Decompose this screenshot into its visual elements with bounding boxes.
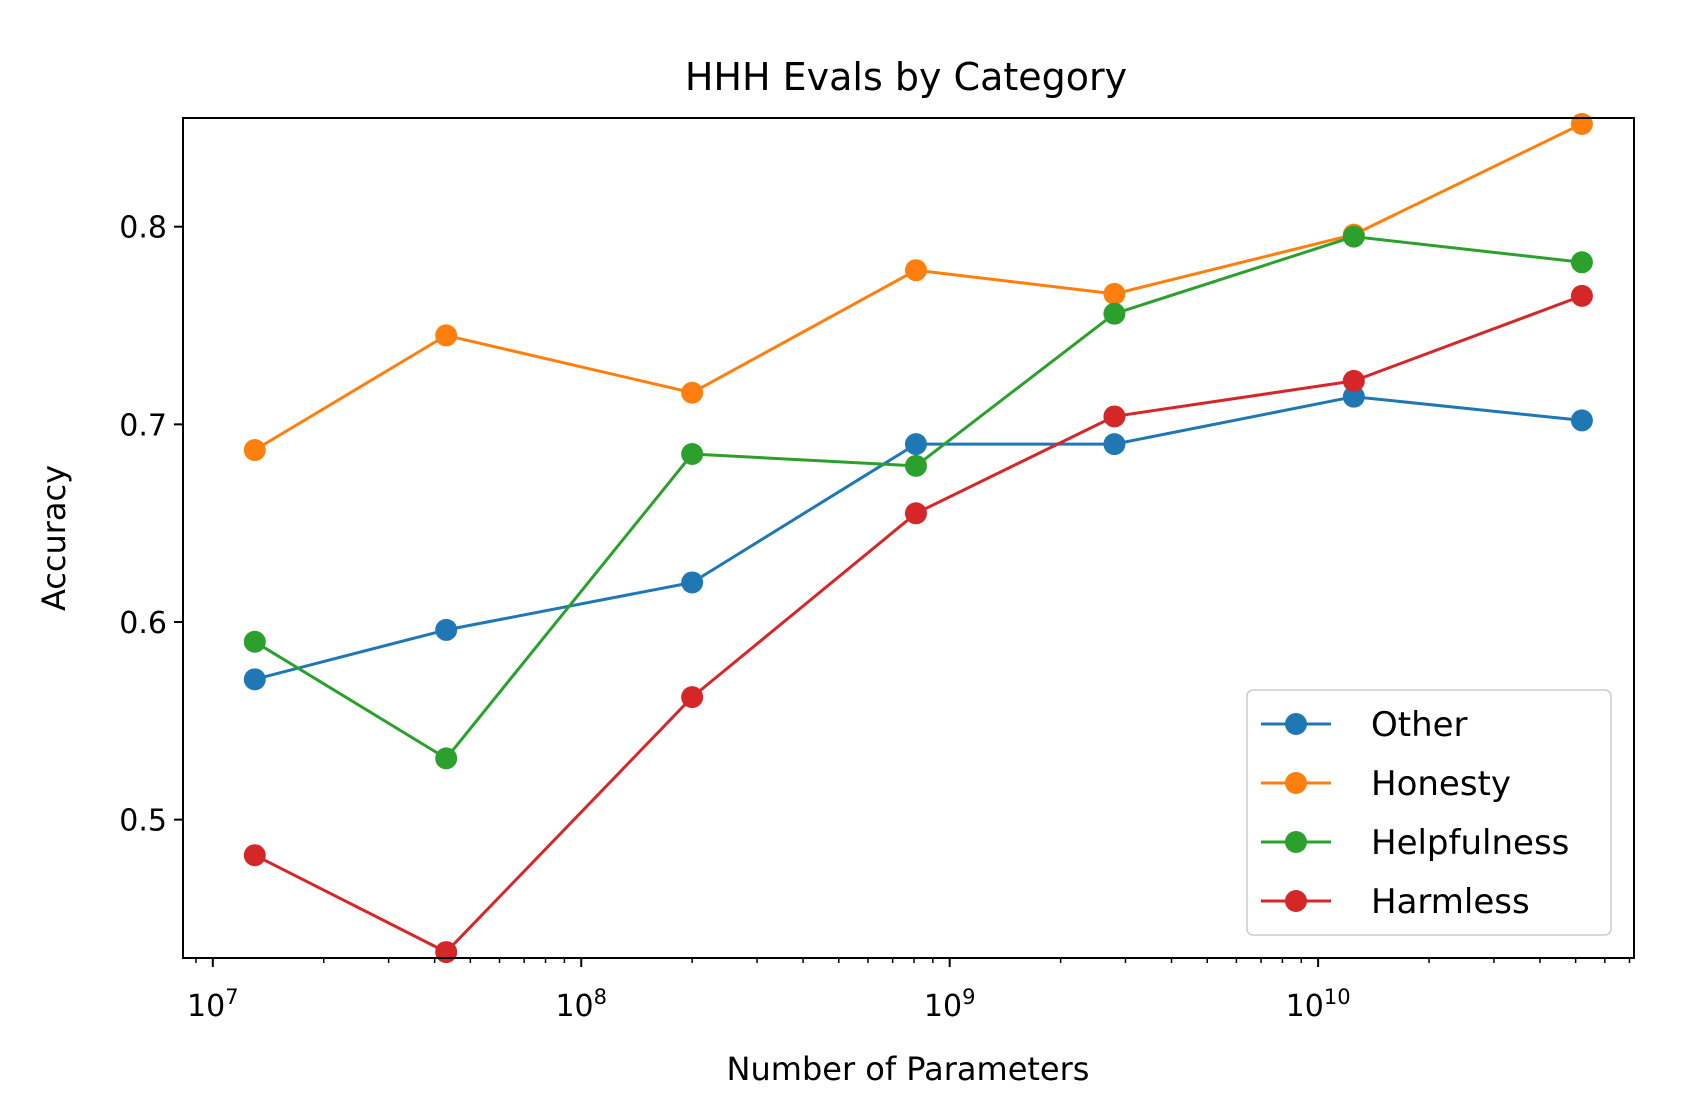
data-point <box>243 630 266 653</box>
data-point <box>904 259 927 282</box>
y-tick-label: 0.5 <box>119 804 167 839</box>
plot-area <box>243 112 1593 964</box>
data-point <box>1342 369 1365 392</box>
data-point <box>1570 409 1593 432</box>
y-tick-label: 0.7 <box>119 408 167 443</box>
data-point <box>681 381 704 404</box>
data-point <box>243 668 266 691</box>
data-point <box>1570 284 1593 307</box>
x-tick-label: 109 <box>924 985 976 1024</box>
x-tick-label: 107 <box>187 985 239 1024</box>
y-tick-label: 0.8 <box>119 211 167 246</box>
legend-box <box>1246 689 1612 936</box>
legend-marker <box>1285 831 1307 853</box>
data-point <box>435 941 458 964</box>
chart-title: HHH Evals by Category <box>685 55 1127 99</box>
legend-label: Harmless <box>1371 882 1530 922</box>
axes: 0.5 0.6 0.7 0.8 107 108 109 1010 <box>119 211 1631 1024</box>
data-point <box>1570 112 1593 135</box>
data-point <box>904 454 927 477</box>
data-point <box>681 686 704 709</box>
data-point <box>243 439 266 462</box>
legend-label: Other <box>1371 705 1468 745</box>
data-point <box>435 747 458 770</box>
data-point <box>904 502 927 525</box>
legend-label: Honesty <box>1371 764 1511 804</box>
data-point <box>681 443 704 465</box>
y-tick-label: 0.6 <box>119 606 167 641</box>
legend: Other Honesty Helpfulness Harmless <box>1246 689 1612 936</box>
x-tick-label: 108 <box>555 985 607 1024</box>
data-point <box>1103 302 1126 325</box>
axes-frame <box>182 117 1635 959</box>
data-point <box>1570 251 1593 274</box>
data-point <box>243 844 266 867</box>
data-point <box>1342 385 1365 408</box>
x-tick-label: 1010 <box>1286 985 1351 1024</box>
y-axis-label: Accuracy <box>35 465 73 611</box>
data-point <box>1342 225 1365 248</box>
data-point <box>904 433 927 456</box>
legend-marker <box>1285 772 1307 794</box>
data-point <box>681 571 704 594</box>
data-point <box>1103 282 1126 305</box>
legend-marker <box>1285 713 1307 735</box>
legend-marker <box>1285 890 1307 912</box>
legend-label: Helpfulness <box>1371 823 1569 863</box>
data-point <box>1103 433 1126 456</box>
data-point <box>435 618 458 641</box>
data-point <box>435 324 458 347</box>
data-point <box>1103 405 1126 428</box>
x-axis-label: Number of Parameters <box>727 1050 1090 1088</box>
